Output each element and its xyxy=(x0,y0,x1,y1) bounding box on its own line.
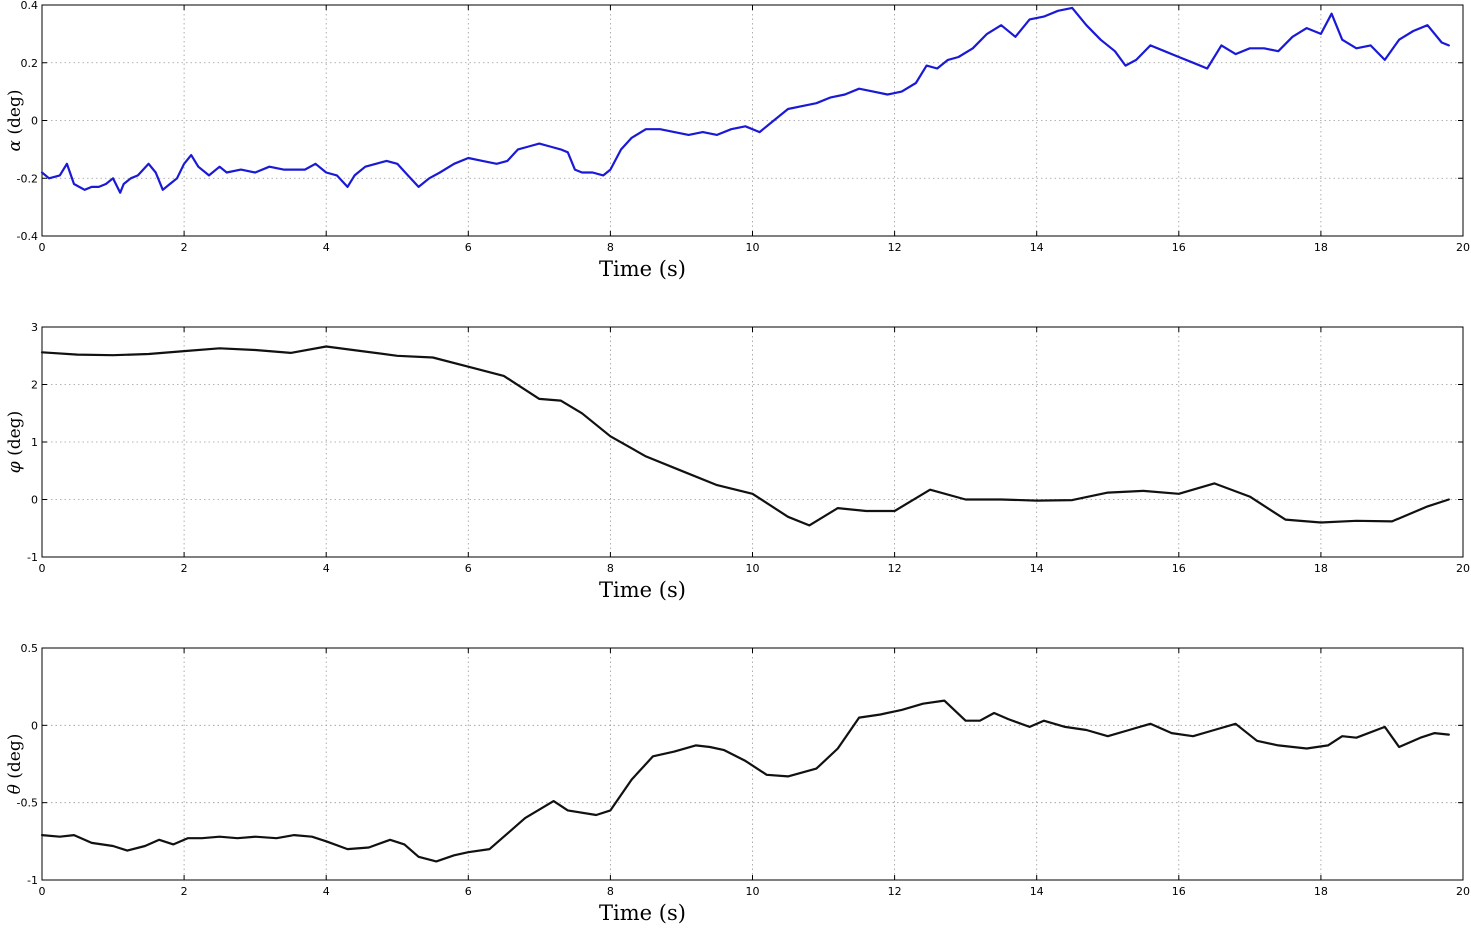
y-axis-symbol: θ xyxy=(5,784,25,794)
x-tick-label: 4 xyxy=(323,562,330,575)
y-axis-unit: (deg) xyxy=(5,734,25,785)
y-tick-label: 0 xyxy=(31,115,38,128)
x-tick-label: 10 xyxy=(746,241,760,254)
y-tick-label: -1 xyxy=(27,551,38,564)
x-tick-label: 10 xyxy=(746,562,760,575)
x-axis-label: Time (s) xyxy=(599,901,686,925)
theta-chart-panel: 0 2 4 6 8 10 12 14 16 18 20 0.5 0 -0.5 -1 Time (s) θ (de… xyxy=(5,642,1470,925)
x-axis-label: Time (s) xyxy=(599,257,686,281)
x-tick-label: 0 xyxy=(39,241,46,254)
x-tick-label: 10 xyxy=(746,885,760,898)
x-axis-label: Time (s) xyxy=(599,578,686,602)
x-tick-label: 0 xyxy=(39,885,46,898)
axes-frame xyxy=(41,4,1464,237)
x-tick-label: 6 xyxy=(465,885,472,898)
y-tick-label: -1 xyxy=(27,874,38,887)
y-tick-label: 0 xyxy=(31,494,38,507)
x-tick-label: 8 xyxy=(607,241,614,254)
series-line xyxy=(40,699,1450,863)
y-tick-label: -0.5 xyxy=(17,797,38,810)
x-tick-label: 12 xyxy=(888,562,902,575)
y-axis-symbol: α xyxy=(5,139,25,151)
axes-frame xyxy=(41,647,1464,881)
x-tick-label: 16 xyxy=(1172,241,1186,254)
y-tick-label: 0.5 xyxy=(21,642,39,655)
x-tick-label: 12 xyxy=(888,241,902,254)
y-tick-label: -0.2 xyxy=(17,172,38,185)
x-tick-label: 4 xyxy=(323,241,330,254)
x-tick-label: 20 xyxy=(1456,885,1470,898)
x-tick-label: 8 xyxy=(607,885,614,898)
x-tick-label: 2 xyxy=(181,885,188,898)
x-tick-label: 14 xyxy=(1030,241,1044,254)
y-tick-label: 0.2 xyxy=(21,57,39,70)
x-tick-label: 20 xyxy=(1456,562,1470,575)
x-tick-label: 16 xyxy=(1172,562,1186,575)
axes-frame xyxy=(41,326,1464,558)
y-axis-unit: (deg) xyxy=(5,411,25,462)
x-tick-label: 20 xyxy=(1456,241,1470,254)
x-tick-label: 6 xyxy=(465,241,472,254)
x-tick-label: 14 xyxy=(1030,885,1044,898)
x-tick-label: 12 xyxy=(888,885,902,898)
x-tick-label: 4 xyxy=(323,885,330,898)
x-tick-label: 0 xyxy=(39,562,46,575)
x-tick-label: 6 xyxy=(465,562,472,575)
x-tick-label: 8 xyxy=(607,562,614,575)
y-tick-label: -0.4 xyxy=(17,230,38,243)
x-tick-label: 2 xyxy=(181,562,188,575)
y-tick-label: 3 xyxy=(31,321,38,334)
y-tick-label: 0.4 xyxy=(21,0,39,12)
x-tick-label: 16 xyxy=(1172,885,1186,898)
y-axis-label: α (deg) xyxy=(5,90,25,152)
y-axis-label: φ (deg) xyxy=(5,411,25,473)
series-line xyxy=(40,345,1450,527)
x-tick-label: 18 xyxy=(1314,885,1328,898)
alpha-chart-panel: 0 2 4 6 8 10 12 14 16 18 20 0.4 0.2 0 -0.2 -0.4 Time (s)… xyxy=(5,0,1470,281)
y-tick-label: 2 xyxy=(31,379,38,392)
y-axis-unit: (deg) xyxy=(5,90,25,141)
series-line xyxy=(40,6,1450,194)
x-tick-label: 18 xyxy=(1314,562,1328,575)
y-tick-label: 1 xyxy=(31,436,38,449)
x-tick-label: 2 xyxy=(181,241,188,254)
y-axis-symbol: φ xyxy=(5,461,25,473)
y-tick-label: 0 xyxy=(31,719,38,732)
x-tick-label: 14 xyxy=(1030,562,1044,575)
x-tick-label: 18 xyxy=(1314,241,1328,254)
y-axis-label: θ (deg) xyxy=(5,734,25,795)
